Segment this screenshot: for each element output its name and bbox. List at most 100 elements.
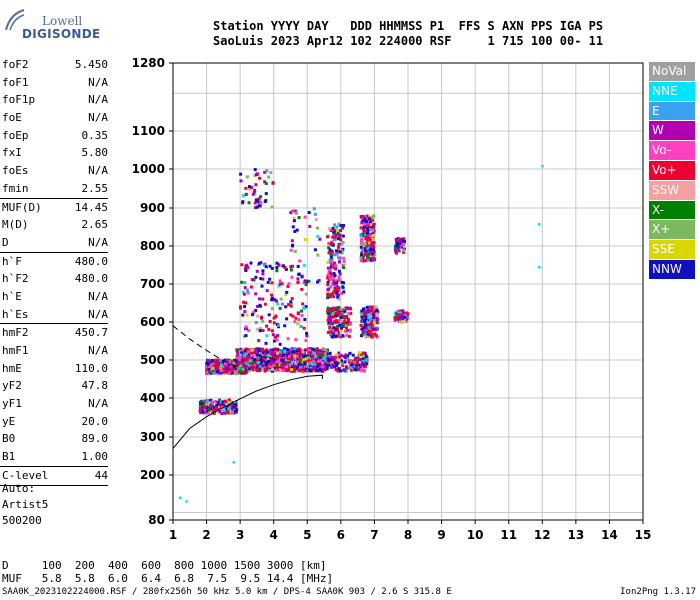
echo-point [246,291,250,295]
echo-point [212,410,216,414]
echo-point [248,359,252,363]
echo-point [237,360,241,364]
echo-point [208,370,212,374]
echo-point [238,306,242,310]
echo-point [357,353,361,357]
param-name: M(D) [2,218,29,232]
param-row: MUF(D) 14.45 [0,199,112,217]
param-value: N/A [88,75,108,89]
echo-point [370,323,374,327]
echo-point [283,266,287,270]
echo-point [341,224,345,228]
echo-point [353,368,357,372]
echo-point [266,351,270,355]
echo-point [401,248,405,252]
echo-point [332,365,336,369]
param-value: 480.0 [74,254,108,268]
echo-point [248,364,252,368]
param-row: foE N/A [0,109,112,127]
echo-point [224,365,228,369]
echo-point [375,335,379,339]
echo-point [267,359,271,363]
echo-point [230,406,234,410]
param-name: hmF1 [2,344,29,357]
echo-point [315,369,319,373]
param-name: hmE [2,361,22,375]
echo-point [225,407,229,411]
echo-point [231,403,235,407]
x-tick-label: 10 [467,528,484,542]
legend-item: Vo- [649,141,695,161]
echo-point [246,358,250,362]
echo-point [254,308,258,312]
echo-point [346,317,350,321]
echo-point [287,366,291,370]
echo-point [235,358,239,362]
echo-point [373,332,377,336]
echo-point [326,288,330,292]
echo-point [329,333,333,337]
echo-point [245,263,249,267]
echo-point [329,365,333,369]
echo-point [253,350,257,354]
echo-point [334,368,338,372]
echo-point [258,329,262,333]
echo-point [333,287,337,291]
echo-point [343,369,347,373]
echo-point [310,362,314,366]
echo-point [241,361,245,365]
echo-point [340,291,344,295]
param-value: 5.450 [74,58,108,71]
echo-point [278,306,282,310]
echo-point [268,355,272,359]
x-tick-label: 3 [236,528,244,542]
param-name: foEp [2,128,29,142]
param-row: foF1p N/A [0,91,112,109]
echo-point [257,261,261,265]
echo-point [207,367,211,371]
echo-point [262,359,266,363]
echo-point [296,360,300,364]
echo-point [405,317,409,321]
echo-point [282,353,286,357]
echo-point [273,335,277,339]
echo-point [242,300,246,304]
echo-point [330,250,334,254]
echo-point [395,238,399,242]
y-tick-label: 1100 [132,124,165,138]
echo-point [203,399,207,403]
echo-point [361,241,365,245]
echo-point [239,364,243,368]
echo-point [331,328,335,332]
echo-point [244,358,248,362]
echo-point [303,215,307,219]
echo-point [341,363,345,367]
echo-point [337,278,341,282]
echo-point [364,315,368,319]
echo-point [261,319,265,323]
echo-point [211,407,215,411]
echo-point [255,269,259,273]
echo-point [398,317,402,321]
echo-point [207,407,211,411]
echo-point [205,401,209,405]
echo-point [343,315,347,319]
echo-point [289,354,293,358]
param-name: hmF2 [2,326,29,340]
echo-point [360,237,364,241]
echo-point [332,315,336,319]
echo-point [328,325,332,329]
echo-point [253,174,257,178]
echo-point [259,327,263,331]
echo-point [335,229,339,233]
echo-point [357,357,361,361]
echo-point [296,277,300,281]
echo-point [293,229,297,233]
param-name: foF1 [2,75,29,89]
echo-point [298,360,302,364]
echo-point [315,358,319,362]
echo-point [263,369,267,373]
echo-point [256,358,260,362]
echo-point [282,369,286,373]
echo-point [313,368,317,372]
